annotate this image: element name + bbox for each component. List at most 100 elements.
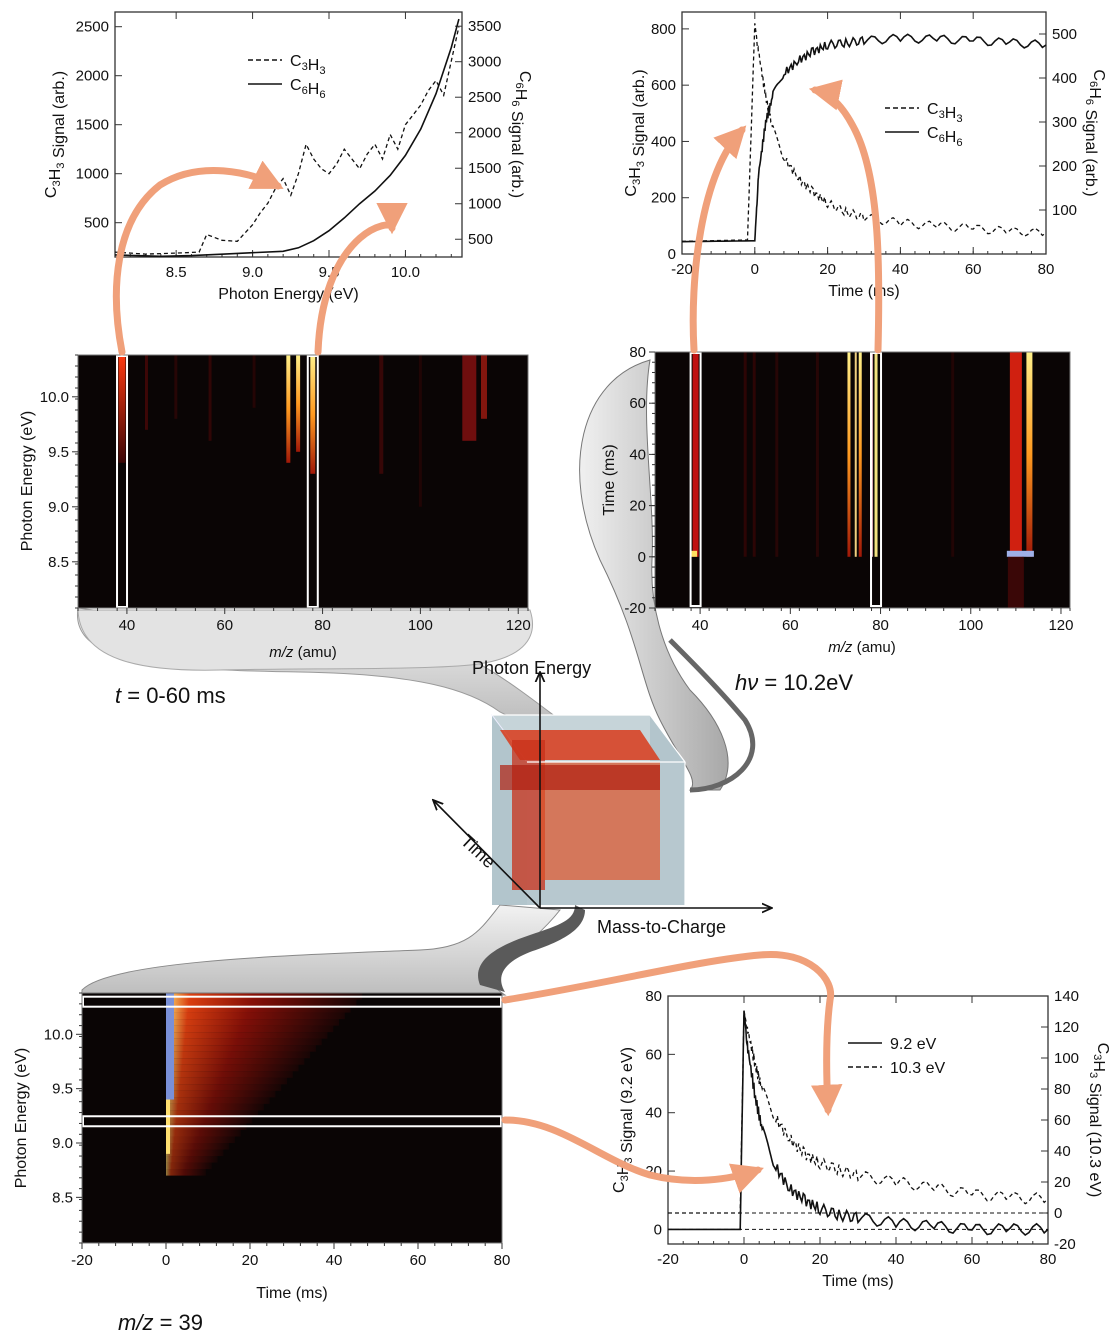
y-tick-label-right: 0 — [1054, 1205, 1062, 1222]
arrow-9-2ev-to-trace — [501, 1116, 764, 1194]
heatmap-x-tick-label: 0 — [162, 1252, 170, 1269]
y-tick-label-right: 100 — [1054, 1050, 1079, 1067]
y-tick-label-right: 140 — [1054, 988, 1079, 1005]
heatmap-streak — [1026, 352, 1033, 557]
y-tick-label-left: 2000 — [76, 68, 109, 85]
heatmap-streak — [296, 355, 301, 452]
y-tick-label-right: 2500 — [468, 89, 501, 106]
heatmap-mz-energy: 40 60 80 100 120 8.5 9.0 9.5 10.0 m/z (amu) Photon… — [19, 354, 531, 661]
heatmap-streak — [858, 352, 862, 557]
heatmap-row — [166, 1006, 351, 1013]
arrow-mz78-to-spectrum — [314, 202, 408, 356]
heatmap-streak — [144, 355, 148, 430]
heatmap-y-tick-label: 9.0 — [48, 499, 69, 516]
x-tick-label: 20 — [812, 1251, 829, 1268]
ribbon-bottom-dark — [478, 905, 585, 992]
y-tick-label-right: -20 — [1054, 1236, 1076, 1253]
heatmap-row — [166, 1116, 253, 1124]
heatmap-y-tick-label: -20 — [624, 600, 646, 617]
y-tick-label-right: 3500 — [468, 18, 501, 35]
chart-time-traces-10-2ev: -20 0 20 40 60 800200400600800100200300400500… — [623, 11, 1107, 300]
y-axis-label-right: C6H6 Signal (arb.) — [508, 71, 533, 198]
heatmap-row — [166, 1045, 316, 1052]
heatmap-row — [166, 1012, 345, 1020]
x-tick-label: 20 — [819, 261, 836, 278]
y-tick-label-right: 1000 — [468, 196, 501, 213]
heatmap-onset — [166, 993, 174, 1100]
y-tick-label-left: 500 — [84, 215, 109, 232]
highlight-box-energy-10-3 — [82, 995, 502, 1008]
x-tick-label: 8.5 — [166, 264, 187, 281]
x-tick-label: 80 — [1040, 1251, 1057, 1268]
heatmap-streak — [743, 352, 747, 557]
plot-frame — [667, 995, 1049, 1245]
heatmap-row — [166, 1143, 230, 1150]
x-axis-label: Time (ms) — [828, 283, 899, 300]
heatmap-streak — [692, 352, 699, 557]
heatmap-x-tick-label: 60 — [410, 1252, 427, 1269]
y-tick-label-left: 600 — [651, 77, 676, 94]
heatmap-x-tick-label: 60 — [782, 617, 799, 634]
x-axis-label: Photon Energy (eV) — [218, 286, 359, 303]
heatmap-streak — [174, 355, 178, 419]
heatmap-row — [166, 1084, 282, 1091]
heatmap-streak — [480, 355, 487, 419]
heatmap-row — [166, 1051, 311, 1059]
heatmap-streak — [854, 352, 857, 557]
heatmap-row — [166, 1064, 299, 1072]
heatmap-streak — [874, 352, 878, 557]
heatmap-streak — [462, 355, 477, 441]
heatmap-y-tick-label: 10.0 — [44, 1026, 73, 1043]
y-tick-label-left: 0 — [668, 246, 676, 263]
legend-label: C6H6 — [927, 125, 963, 149]
heatmap-y-tick-label: 60 — [629, 395, 646, 412]
x-tick-label: 40 — [888, 1251, 905, 1268]
series-line-c3h3 — [681, 23, 1047, 242]
heatmap-row — [166, 1136, 235, 1143]
x-tick-label: 40 — [892, 261, 909, 278]
heatmap-mz-time: 40 60 80 100 120 -20 0 20 40 60 80 m/z (amu) Time (m… — [601, 344, 1073, 656]
heatmap-y-tick-label: 9.0 — [52, 1135, 73, 1152]
heatmap-y-axis-label: Photon Energy (eV) — [19, 411, 36, 552]
y-tick-label-right: 80 — [1054, 1081, 1071, 1098]
heatmap-x-tick-label: 40 — [326, 1252, 343, 1269]
heatmap-row — [166, 1110, 259, 1117]
y-tick-label-right: 200 — [1052, 158, 1077, 175]
heatmap-row — [166, 1097, 270, 1104]
heatmap-y-axis-label: Photon Energy (eV) — [13, 1048, 30, 1189]
heatmap-row — [166, 1077, 287, 1085]
y-tick-label-right: 60 — [1054, 1112, 1071, 1129]
heatmap-row — [166, 1169, 206, 1176]
heatmap-streak — [379, 355, 384, 474]
heatmap-streak — [951, 352, 955, 557]
heatmap-y-tick-label: 20 — [629, 498, 646, 515]
y-axis-label-left: C3H3 Signal (arb.) — [623, 69, 648, 196]
heatmap-y-tick-label: 8.5 — [52, 1189, 73, 1206]
legend-label: C3H3 — [290, 53, 326, 77]
caption-time-window: t = 0-60 ms — [115, 683, 226, 708]
arrow-mz78-to-timetrace — [808, 79, 883, 354]
y-tick-label-left: 40 — [645, 1105, 662, 1122]
arrow-10-3ev-to-trace — [501, 950, 843, 1117]
chart-time-traces-mz39: -20 0 20 40 60 80020406080-200204060801001201… — [611, 988, 1111, 1290]
connector-ribbons — [76, 359, 756, 996]
x-tick-label: -20 — [671, 261, 693, 278]
heatmap-hotspot — [691, 550, 698, 557]
y-tick-label-right: 2000 — [468, 125, 501, 142]
y-tick-label-left: 1500 — [76, 117, 109, 134]
x-tick-label: 10.0 — [391, 264, 420, 281]
heatmap-y-tick-label: 8.5 — [48, 554, 69, 571]
heatmap-streak — [286, 355, 291, 463]
y-tick-label-right: 40 — [1054, 1143, 1071, 1160]
y-axis-label-right: C3H3 Signal (10.3 eV) — [1086, 1043, 1111, 1198]
series-line-c6h6 — [114, 18, 460, 258]
heatmap-x-tick-label: -20 — [71, 1252, 93, 1269]
heatmap-row — [166, 1149, 224, 1157]
heatmap-mz-energy-plot — [78, 355, 528, 608]
heatmap-row — [166, 1071, 293, 1078]
heatmap-row — [166, 1156, 218, 1163]
data-cube: Photon Energy Time Mass-to-Charge — [433, 658, 772, 937]
y-tick-label-left: 0 — [654, 1221, 662, 1238]
y-tick-label-right: 1500 — [468, 160, 501, 177]
heatmap-time-energy: -20 0 20 40 60 80 8.5 9.0 9.5 10.0 Time (ms) Photon… — [13, 992, 510, 1302]
